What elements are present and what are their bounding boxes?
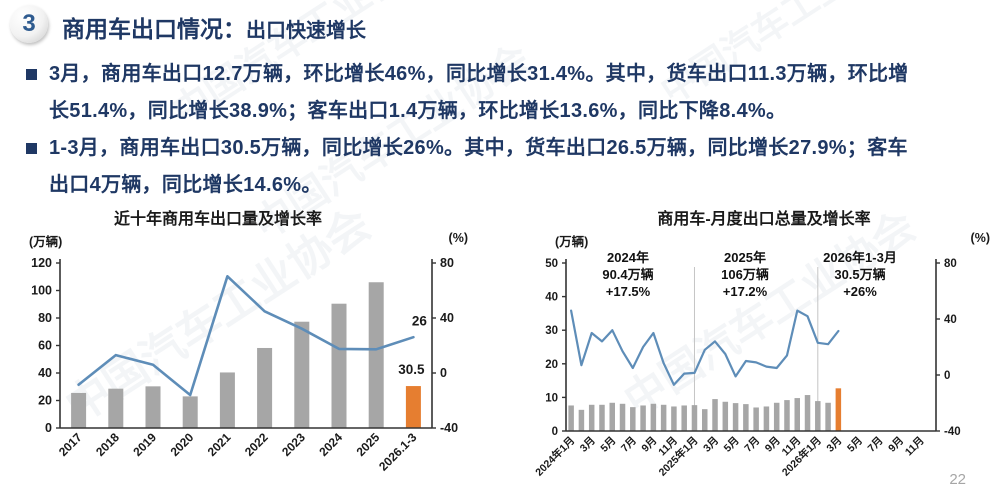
bullet-line: 1-3月，商用车出口30.5万辆，同比增长26%。其中，货车出口26.5万辆，同… xyxy=(49,137,908,159)
bullet-line: 出口4万辆，同比增长14.6%。 xyxy=(49,174,322,196)
svg-text:7月: 7月 xyxy=(619,435,639,455)
svg-text:40: 40 xyxy=(545,292,558,304)
svg-text:120: 120 xyxy=(31,256,52,270)
svg-text:10: 10 xyxy=(545,392,558,404)
svg-text:5月: 5月 xyxy=(722,435,742,455)
svg-text:2024年1月: 2024年1月 xyxy=(533,434,578,479)
left-chart-title: 近十年商用车出口量及增长率 xyxy=(113,211,322,228)
svg-text:9月: 9月 xyxy=(886,435,906,455)
svg-text:5月: 5月 xyxy=(845,435,865,455)
section-number-badge: 3 xyxy=(10,5,48,43)
svg-text:50: 50 xyxy=(545,258,558,270)
svg-text:0: 0 xyxy=(440,366,447,380)
annotation-line: +17.5% xyxy=(605,284,651,299)
svg-text:9月: 9月 xyxy=(763,435,783,455)
svg-text:100: 100 xyxy=(31,284,52,298)
annotation-line: 90.4万辆 xyxy=(602,267,654,282)
left-chart-svg: 0 20 40 60 80 100 120 -40 0 40 80 2017 2018 2019 2020 2… xyxy=(31,256,458,474)
annotation-2025: 2025年 106万辆 +17.2% xyxy=(683,249,807,300)
right-chart-unit-right: (%) xyxy=(970,231,990,245)
svg-text:60: 60 xyxy=(38,339,52,353)
page-title-sub: 出口快速增长 xyxy=(246,20,366,42)
annotation-2026: 2026年1-3月 30.5万辆 +26% xyxy=(798,249,922,300)
svg-text:2019: 2019 xyxy=(130,430,159,459)
bullet-item: 1-3月，商用车出口30.5万辆，同比增长26%。其中，货车出口26.5万辆，同… xyxy=(26,130,976,204)
svg-text:2026.1-3: 2026.1-3 xyxy=(376,430,420,474)
svg-text:0: 0 xyxy=(45,421,52,435)
bullet-item: 3月，商用车出口12.7万辆，环比增长46%，同比增长31.4%。其中，货车出口… xyxy=(26,56,976,130)
svg-text:2018: 2018 xyxy=(93,430,122,459)
svg-text:0: 0 xyxy=(944,370,950,382)
svg-text:80: 80 xyxy=(944,258,957,270)
left-chart-unit-left: (万辆) xyxy=(29,235,63,249)
bullet-list: 3月，商用车出口12.7万辆，环比增长46%，同比增长31.4%。其中，货车出口… xyxy=(26,56,976,204)
annotation-line: 2025年 xyxy=(724,250,766,265)
svg-text:2025: 2025 xyxy=(354,430,383,459)
svg-text:2017: 2017 xyxy=(56,430,85,459)
annotation-line: 2024年 xyxy=(607,250,649,265)
bullet-marker xyxy=(26,69,37,80)
svg-text:3月: 3月 xyxy=(824,435,844,455)
left-chart: 近十年商用车出口量及增长率 (万辆) (%) 0 20 40 60 80 100 120 -4… xyxy=(8,205,480,500)
page-title-main: 商用车出口情况： xyxy=(62,16,246,42)
left-chart-unit-right: (%) xyxy=(448,231,468,245)
annotation-line: 2026年1-3月 xyxy=(823,250,897,265)
annotation-2024: 2024年 90.4万辆 +17.5% xyxy=(566,249,690,300)
annotation-line: 30.5万辆 xyxy=(834,267,886,282)
svg-text:40: 40 xyxy=(944,314,957,326)
svg-text:7月: 7月 xyxy=(866,435,886,455)
svg-text:9月: 9月 xyxy=(639,435,659,455)
svg-text:30: 30 xyxy=(545,325,558,337)
svg-text:40: 40 xyxy=(38,366,52,380)
svg-text:26: 26 xyxy=(412,313,428,328)
svg-text:40: 40 xyxy=(440,311,454,325)
svg-text:0: 0 xyxy=(552,426,558,438)
bullet-line: 3月，商用车出口12.7万辆，环比增长46%，同比增长31.4%。其中，货车出口… xyxy=(49,63,909,85)
right-chart-title: 商用车-月度出口总量及增长率 xyxy=(657,211,871,228)
right-chart-unit-left: (万辆) xyxy=(555,235,589,249)
svg-text:20: 20 xyxy=(545,359,558,371)
svg-text:3月: 3月 xyxy=(578,435,598,455)
svg-text:80: 80 xyxy=(440,256,454,270)
bullet-text: 1-3月，商用车出口30.5万辆，同比增长26%。其中，货车出口26.5万辆，同… xyxy=(49,130,908,204)
svg-text:3月: 3月 xyxy=(701,435,721,455)
svg-text:2020: 2020 xyxy=(168,430,197,459)
svg-text:-40: -40 xyxy=(944,426,961,438)
svg-text:20: 20 xyxy=(38,394,52,408)
annotation-line: +26% xyxy=(843,284,877,299)
svg-text:80: 80 xyxy=(38,311,52,325)
bullet-line: 长51.4%，同比增长38.9%；客车出口1.4万辆，环比增长13.6%，同比下… xyxy=(49,100,787,122)
svg-text:30.5: 30.5 xyxy=(398,362,425,377)
page-number: 22 xyxy=(949,471,966,488)
annotation-line: 106万辆 xyxy=(721,267,769,282)
right-chart: 商用车-月度出口总量及增长率 (万辆) (%) 0 10 20 30 40 50 -40 0 4… xyxy=(533,205,992,500)
svg-text:5月: 5月 xyxy=(598,435,618,455)
svg-text:11月: 11月 xyxy=(903,435,927,459)
svg-text:2024: 2024 xyxy=(316,430,345,459)
svg-text:2023: 2023 xyxy=(279,430,308,459)
page-title: 商用车出口情况：出口快速增长 xyxy=(62,10,366,44)
svg-text:-40: -40 xyxy=(440,421,458,435)
bullet-marker xyxy=(26,143,37,154)
annotation-line: +17.2% xyxy=(722,284,768,299)
svg-text:7月: 7月 xyxy=(742,435,762,455)
svg-text:2022: 2022 xyxy=(242,430,271,459)
svg-text:2021: 2021 xyxy=(205,430,234,459)
bullet-text: 3月，商用车出口12.7万辆，环比增长46%，同比增长31.4%。其中，货车出口… xyxy=(49,56,909,130)
